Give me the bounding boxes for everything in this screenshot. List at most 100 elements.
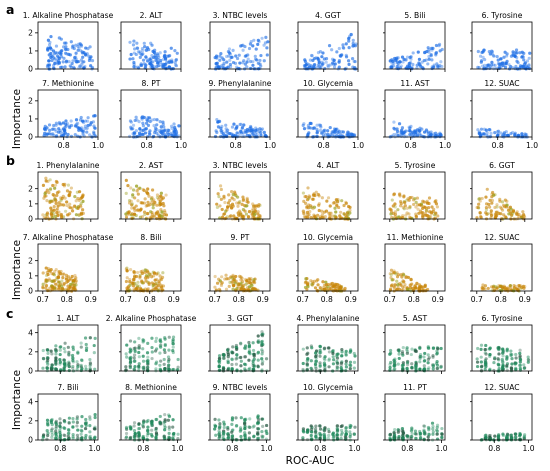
scatter-point — [132, 434, 136, 439]
scatter-point — [410, 347, 414, 351]
subplot: 9. PT0.7 0.8 0.9 — [208, 233, 271, 304]
scatter-point — [312, 193, 316, 197]
scatter-point — [497, 211, 501, 216]
scatter-point — [43, 126, 47, 130]
scatter-points — [388, 42, 444, 71]
scatter-point — [64, 287, 68, 291]
scatter-point — [476, 205, 480, 209]
scatter-point — [141, 436, 145, 440]
scatter-point — [75, 415, 79, 419]
scatter-point — [46, 358, 50, 363]
scatter-point — [155, 59, 159, 63]
scatter-point — [342, 203, 346, 208]
scatter-point — [322, 131, 327, 135]
scatter-point — [93, 126, 97, 130]
scatter-point — [234, 416, 238, 420]
scatter-point — [128, 350, 132, 354]
scatter-point — [136, 187, 140, 191]
subplot-frame — [120, 243, 182, 292]
scatter-point — [414, 349, 418, 353]
scatter-point — [78, 204, 82, 208]
scatter-point — [160, 63, 164, 67]
scatter-point — [411, 51, 415, 55]
subplot-title: 5. Tyrosine — [395, 161, 436, 170]
scatter-point — [518, 363, 523, 367]
scatter-point — [247, 431, 251, 435]
scatter-point — [53, 61, 57, 65]
scatter-point — [427, 57, 431, 61]
scatter-point — [69, 186, 74, 190]
scatter-point — [64, 122, 68, 126]
scatter-point — [509, 132, 513, 136]
subplot-title: 9. PT — [231, 233, 250, 242]
scatter-point — [65, 200, 69, 204]
subplot: 3. GGT — [208, 314, 271, 374]
scatter-point — [166, 418, 170, 422]
scatter-point — [58, 360, 63, 364]
scatter-point — [52, 273, 57, 277]
scatter-point — [48, 128, 52, 132]
scatter-point — [254, 130, 258, 134]
scatter-point — [247, 210, 252, 214]
scatter-points — [42, 114, 98, 139]
scatter-point — [260, 357, 264, 361]
scatter-point — [399, 128, 404, 133]
scatter-point — [137, 336, 141, 340]
scatter-point — [51, 193, 55, 197]
scatter-point — [80, 196, 84, 200]
scatter-point — [162, 423, 167, 427]
scatter-point — [392, 364, 396, 368]
scatter-point — [512, 283, 516, 288]
scatter-point — [242, 283, 246, 287]
scatter-point — [49, 206, 53, 210]
scatter-point — [51, 132, 55, 136]
subplot: 11. PT0.8 1.0 — [383, 383, 448, 453]
scatter-point — [235, 353, 239, 357]
scatter-point — [252, 352, 256, 357]
scatter-point — [479, 127, 484, 131]
scatter-point — [343, 286, 347, 291]
scatter-point — [344, 429, 348, 433]
scatter-point — [218, 368, 222, 372]
scatter-point — [88, 430, 92, 434]
scatter-point — [344, 42, 348, 46]
x-tick-label: 0.7 — [120, 295, 132, 304]
scatter-point — [45, 211, 50, 215]
scatter-point — [431, 427, 435, 431]
scatter-points — [124, 413, 180, 442]
scatter-point — [500, 357, 504, 362]
scatter-point — [248, 59, 253, 64]
scatter-point — [397, 356, 401, 361]
scatter-point — [302, 430, 306, 434]
scatter-point — [301, 209, 305, 213]
scatter-point — [45, 429, 49, 433]
scatter-point — [143, 197, 147, 201]
scatter-point — [318, 123, 323, 127]
scatter-point — [147, 116, 152, 120]
scatter-point — [496, 357, 500, 361]
scatter-point — [490, 198, 495, 203]
scatter-point — [63, 437, 67, 442]
scatter-point — [78, 64, 82, 68]
scatter-point — [73, 132, 77, 137]
scatter-point — [492, 54, 496, 58]
scatter-points — [475, 187, 527, 221]
scatter-point — [408, 65, 412, 69]
scatter-point — [64, 280, 68, 285]
scatter-point — [498, 205, 503, 209]
scatter-point — [320, 209, 324, 213]
scatter-point — [240, 125, 245, 130]
scatter-point — [505, 59, 509, 64]
scatter-point — [218, 425, 222, 430]
scatter-point — [321, 51, 325, 55]
scatter-point — [312, 279, 316, 283]
y-tick-label: 2 — [28, 96, 33, 105]
scatter-point — [88, 45, 92, 49]
scatter-point — [478, 132, 482, 136]
scatter-point — [149, 201, 154, 205]
scatter-point — [57, 201, 61, 205]
scatter-point — [260, 417, 264, 421]
scatter-point — [254, 47, 258, 51]
scatter-point — [128, 356, 132, 361]
scatter-points — [41, 176, 85, 221]
